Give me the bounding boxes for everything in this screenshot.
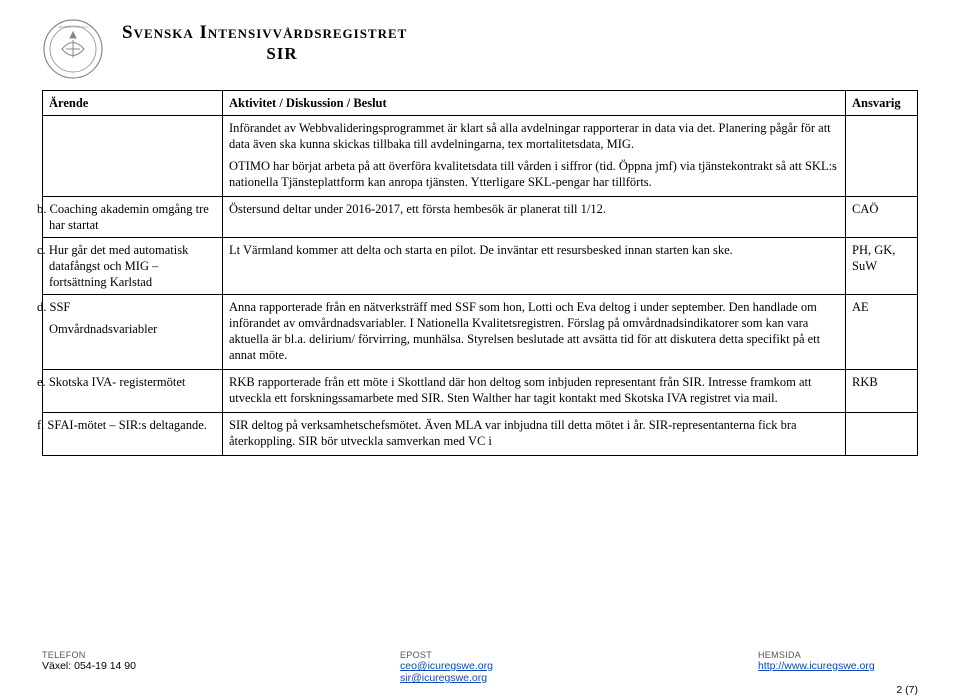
table-row: c. Hur går det med automatisk datafångst… (43, 238, 918, 295)
table-row: e. Skotska IVA- registermötet RKB rappor… (43, 370, 918, 413)
footer-email-link-1[interactable]: ceo@icuregswe.org (400, 660, 493, 672)
footer-phone-value: Växel: 054-19 14 90 (42, 660, 202, 672)
item-text: Hur går det med automatisk datafångst oc… (49, 243, 189, 289)
cell-aktivitet: Anna rapporterade från en nätverksträff … (223, 295, 846, 370)
cell-ansvarig: RKB (846, 370, 918, 413)
footer-email-label: EPOST (400, 650, 560, 660)
footer-web-link[interactable]: http://www.icuregswe.org (758, 660, 875, 672)
cell-ansvarig (846, 413, 918, 456)
cell-arende: b. Coaching akademin omgång tre har star… (43, 197, 223, 238)
item-text-2: Omvårdnadsvariabler (49, 321, 157, 337)
item-label: f. (37, 418, 44, 432)
org-title-main: Svenska Intensivvårdsregistret (122, 22, 442, 44)
item-label: d. (37, 300, 46, 314)
table-row: b. Coaching akademin omgång tre har star… (43, 197, 918, 238)
org-title-sub: SIR (122, 44, 442, 64)
cell-arende: c. Hur går det med automatisk datafångst… (43, 238, 223, 295)
cell-aktivitet: Östersund deltar under 2016-2017, ett fö… (223, 197, 846, 238)
footer-phone: TELEFON Växel: 054-19 14 90 (42, 650, 202, 684)
aktivitet-paragraph: SIR deltog på verksamhetschefsmötet. Äve… (229, 417, 839, 449)
cell-arende: f. SFAI-mötet – SIR:s deltagande. (43, 413, 223, 456)
item-text: SSF (50, 300, 71, 314)
item-label: c. (37, 243, 46, 257)
cell-aktivitet: SIR deltog på verksamhetschefsmötet. Äve… (223, 413, 846, 456)
aktivitet-paragraph: Lt Värmland kommer att delta och starta … (229, 242, 839, 258)
table-row: Införandet av Webbvalideringsprogrammet … (43, 116, 918, 197)
cell-arende (43, 116, 223, 197)
footer-email-link-2[interactable]: sir@icuregswe.org (400, 672, 487, 684)
cell-ansvarig: CAÖ (846, 197, 918, 238)
aktivitet-paragraph: Införandet av Webbvalideringsprogrammet … (229, 120, 839, 152)
item-label: b. (37, 202, 46, 216)
aktivitet-paragraph: Anna rapporterade från en nätverksträff … (229, 299, 839, 363)
col-arende: Ärende (43, 91, 223, 116)
aktivitet-paragraph: OTIMO har börjat arbeta på att överföra … (229, 158, 839, 190)
cell-ansvarig: AE (846, 295, 918, 370)
document-header: SOCIETAS SVECICA Svenska Intensivvårdsre… (42, 18, 918, 80)
table-header-row: Ärende Aktivitet / Diskussion / Beslut A… (43, 91, 918, 116)
item-text: Skotska IVA- registermötet (49, 375, 186, 389)
footer-web-label: HEMSIDA (758, 650, 918, 660)
table-row: f. SFAI-mötet – SIR:s deltagande. SIR de… (43, 413, 918, 456)
item-text: Coaching akademin omgång tre har startat (49, 202, 209, 232)
org-logo: SOCIETAS SVECICA (42, 18, 104, 80)
aktivitet-paragraph: Östersund deltar under 2016-2017, ett fö… (229, 201, 839, 217)
footer-email: EPOST ceo@icuregswe.org sir@icuregswe.or… (400, 650, 560, 684)
aktivitet-paragraph: RKB rapporterade från ett möte i Skottla… (229, 374, 839, 406)
cell-arende: d. SSF Omvårdnadsvariabler (43, 295, 223, 370)
item-text: SFAI-mötet – SIR:s deltagande. (47, 418, 206, 432)
footer-phone-label: TELEFON (42, 650, 202, 660)
cell-aktivitet: Lt Värmland kommer att delta och starta … (223, 238, 846, 295)
title-block: Svenska Intensivvårdsregistret SIR (122, 22, 442, 64)
page-footer: TELEFON Växel: 054-19 14 90 EPOST ceo@ic… (42, 650, 918, 684)
cell-arende: e. Skotska IVA- registermötet (43, 370, 223, 413)
minutes-table: Ärende Aktivitet / Diskussion / Beslut A… (42, 90, 918, 456)
svg-text:SOCIETAS SVECICA: SOCIETAS SVECICA (58, 25, 88, 29)
cell-aktivitet: Införandet av Webbvalideringsprogrammet … (223, 116, 846, 197)
col-ansvarig: Ansvarig (846, 91, 918, 116)
cell-aktivitet: RKB rapporterade från ett möte i Skottla… (223, 370, 846, 413)
page-number: 2 (7) (896, 684, 918, 696)
cell-ansvarig: PH, GK, SuW (846, 238, 918, 295)
col-aktivitet: Aktivitet / Diskussion / Beslut (223, 91, 846, 116)
cell-ansvarig (846, 116, 918, 197)
table-row: d. SSF Omvårdnadsvariabler Anna rapporte… (43, 295, 918, 370)
item-label: e. (37, 375, 46, 389)
footer-web: HEMSIDA http://www.icuregswe.org (758, 650, 918, 684)
